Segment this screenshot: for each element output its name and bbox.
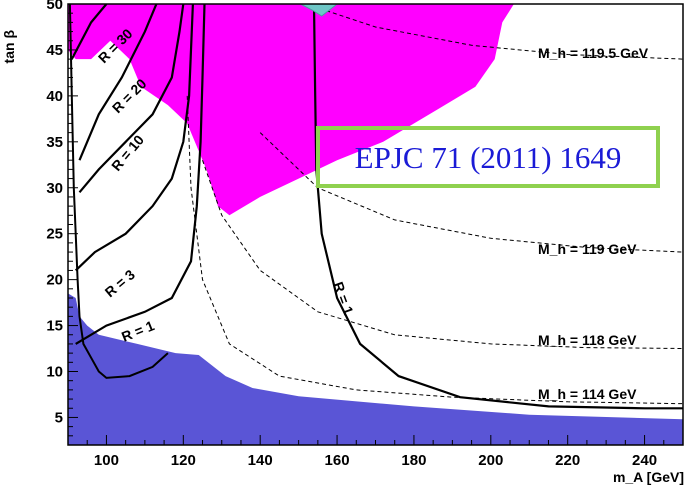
mh-label-119: M_h = 119 GeV — [538, 241, 637, 257]
r-label-3: R = 3 — [102, 266, 138, 300]
mh-label-119-5: M_h = 119.5 GeV — [538, 45, 649, 61]
x-tick-label-5: 200 — [478, 452, 503, 469]
mh-label-118: M_h = 118 GeV — [538, 332, 637, 348]
excluded-region-bottom — [68, 293, 683, 445]
x-tick-label-1: 120 — [171, 452, 196, 469]
r-contour-2 — [78, 4, 185, 194]
x-tick-label-7: 240 — [632, 452, 657, 469]
y-tick-label-8: 45 — [46, 42, 63, 59]
y-tick-label-9: 50 — [46, 0, 63, 13]
x-tick-label-4: 180 — [401, 452, 426, 469]
y-tick-label-0: 5 — [55, 409, 63, 426]
plot-area: 100 120 140 160 180 200 220 240 5 10 15 20 25 30 35 40 4… — [46, 0, 684, 469]
r-label-20: R = 20 — [109, 75, 150, 116]
excluded-region-top — [68, 4, 514, 216]
y-tick-label-6: 35 — [46, 134, 63, 151]
r-contour-3 — [74, 4, 194, 272]
r-contour-0 — [70, 4, 108, 60]
r-contour-1 — [78, 4, 158, 161]
mh-contour-0 — [306, 4, 683, 60]
x-axis-label: m_A [GeV] — [613, 469, 684, 485]
y-tick-label-2: 15 — [46, 318, 63, 335]
y-tick-label-5: 30 — [46, 180, 63, 197]
r-label-1-left: R = 1 — [119, 317, 157, 345]
mh-label-114: M_h = 114 GeV — [538, 386, 637, 402]
y-axis-label: tan β — [1, 30, 17, 64]
y-tick-label-7: 40 — [46, 88, 63, 105]
plot-clip-group — [68, 4, 683, 445]
y-tick-label-1: 10 — [46, 364, 63, 381]
r-contour-4 — [75, 4, 206, 345]
mh-contour-1 — [259, 132, 683, 253]
r-contour-5 — [312, 4, 683, 410]
y-tick-label-4: 25 — [46, 226, 63, 243]
x-tick-label-3: 160 — [325, 452, 350, 469]
r-label-1-right: R = 1 — [330, 280, 357, 317]
x-tick-label-6: 220 — [555, 452, 580, 469]
x-tick-label-0: 100 — [94, 452, 119, 469]
citation-box — [316, 126, 660, 188]
y-tick-label-3: 20 — [46, 272, 63, 289]
citation-text: EPJC 71 (2011) 1649 — [355, 140, 622, 175]
x-tick-label-2: 140 — [248, 452, 273, 469]
